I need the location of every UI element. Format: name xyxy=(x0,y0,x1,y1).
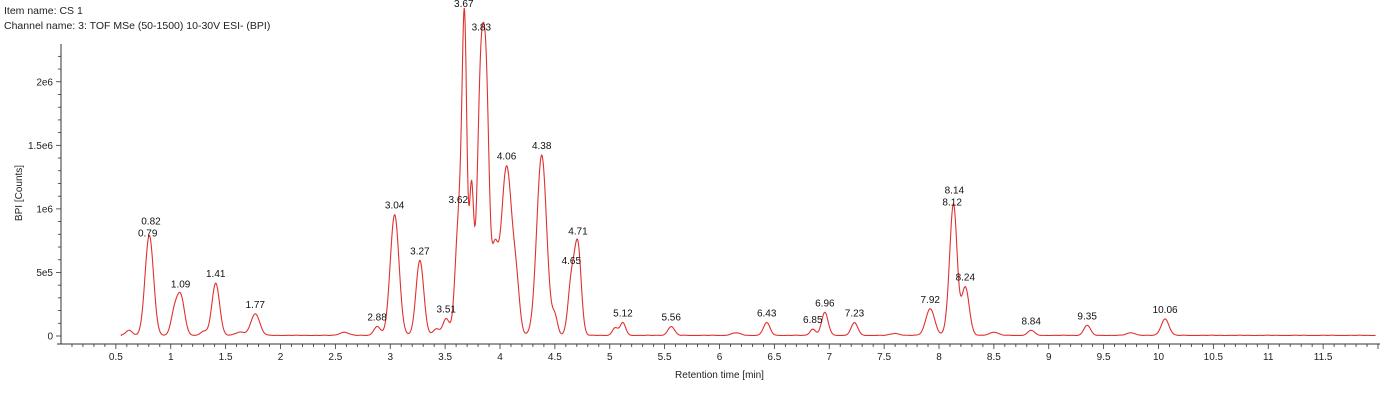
peak-label: 8.12 xyxy=(942,197,962,208)
peak-label: 3.62 xyxy=(449,195,469,206)
x-tick-label: 2.5 xyxy=(328,352,342,363)
peak-label: 1.41 xyxy=(206,269,226,280)
x-tick-label: 5 xyxy=(607,352,613,363)
x-tick-label: 7 xyxy=(826,352,832,363)
x-tick-label: 8.5 xyxy=(987,352,1001,363)
x-tick-label: 2 xyxy=(278,352,284,363)
x-tick-label: 4.5 xyxy=(548,352,562,363)
peak-label: 2.88 xyxy=(367,312,387,323)
x-tick-label: 9.5 xyxy=(1097,352,1111,363)
bpi-trace xyxy=(120,7,1376,337)
peak-label: 5.56 xyxy=(661,313,681,324)
peak-label: 0.82 xyxy=(141,216,161,227)
x-tick-label: 11.5 xyxy=(1314,352,1333,363)
x-tick-label: 3.5 xyxy=(438,352,452,363)
peak-label: 3.67 xyxy=(454,0,474,10)
x-tick-label: 11 xyxy=(1263,352,1274,363)
peak-label: 0.79 xyxy=(138,228,158,239)
x-tick-label: 10.5 xyxy=(1204,352,1224,363)
peak-label: 3.83 xyxy=(472,23,492,34)
peak-label: 1.77 xyxy=(246,300,266,311)
x-axis-title: Retention time [min] xyxy=(675,370,764,381)
peak-label: 7.23 xyxy=(845,309,865,320)
channel-name: Channel name: 3: TOF MSe (50-1500) 10-30… xyxy=(4,20,271,32)
x-tick-label: 9 xyxy=(1046,352,1052,363)
peak-label: 6.43 xyxy=(757,309,777,320)
item-name: Item name: CS 1 xyxy=(4,5,83,17)
x-tick-label: 4 xyxy=(497,352,503,363)
x-tick-label: 5.5 xyxy=(658,352,672,363)
x-tick-label: 1 xyxy=(168,352,174,363)
y-tick-label: 1.5e6 xyxy=(28,141,53,152)
peak-label: 7.92 xyxy=(920,295,940,306)
peak-label: 6.85 xyxy=(803,315,823,326)
peak-label: 8.84 xyxy=(1021,316,1041,327)
peak-label: 10.06 xyxy=(1153,305,1178,316)
x-tick-label: 8 xyxy=(936,352,942,363)
peak-label: 6.96 xyxy=(815,298,835,309)
peak-label: 4.65 xyxy=(562,256,582,267)
x-tick-label: 7.5 xyxy=(877,352,891,363)
chromatogram-header: Item name: CS 1 Channel name: 3: TOF MSe… xyxy=(4,4,270,34)
peak-label: 4.71 xyxy=(568,227,588,238)
peak-label: 3.51 xyxy=(436,305,456,316)
x-tick-label: 3 xyxy=(387,352,393,363)
peak-label: 3.04 xyxy=(385,201,405,212)
x-tick-label: 1.5 xyxy=(219,352,233,363)
x-tick-label: 6.5 xyxy=(767,352,781,363)
peak-label: 5.12 xyxy=(613,308,633,319)
peak-label: 1.09 xyxy=(171,279,191,290)
peak-label: 4.06 xyxy=(497,152,517,163)
x-tick-label: 0.5 xyxy=(109,352,123,363)
x-tick-label: 6 xyxy=(717,352,723,363)
y-tick-label: 0 xyxy=(47,332,53,343)
y-tick-label: 2e6 xyxy=(36,77,53,88)
peak-label: 3.27 xyxy=(410,246,430,257)
peak-label: 8.14 xyxy=(945,185,965,196)
y-tick-label: 5e5 xyxy=(36,268,53,279)
y-tick-label: 1e6 xyxy=(36,204,53,215)
x-tick-label: 10 xyxy=(1153,352,1165,363)
peak-label: 4.38 xyxy=(532,141,552,152)
axes-layer: 0.5 1 1.5 2 2.5 3 3.5 4 4.5 5 5.5 6 6.5 7 7.5 8 8.5 9 9.5 1… xyxy=(28,44,1380,363)
peak-labels: 0.790.82 1.09 1.41 1.77 2.88 3.04 3.27 3.51 3.62… xyxy=(138,0,1178,327)
peak-label: 9.35 xyxy=(1077,311,1097,322)
y-axis-title: BPI [Counts] xyxy=(14,165,25,221)
peak-label: 8.24 xyxy=(956,273,976,284)
